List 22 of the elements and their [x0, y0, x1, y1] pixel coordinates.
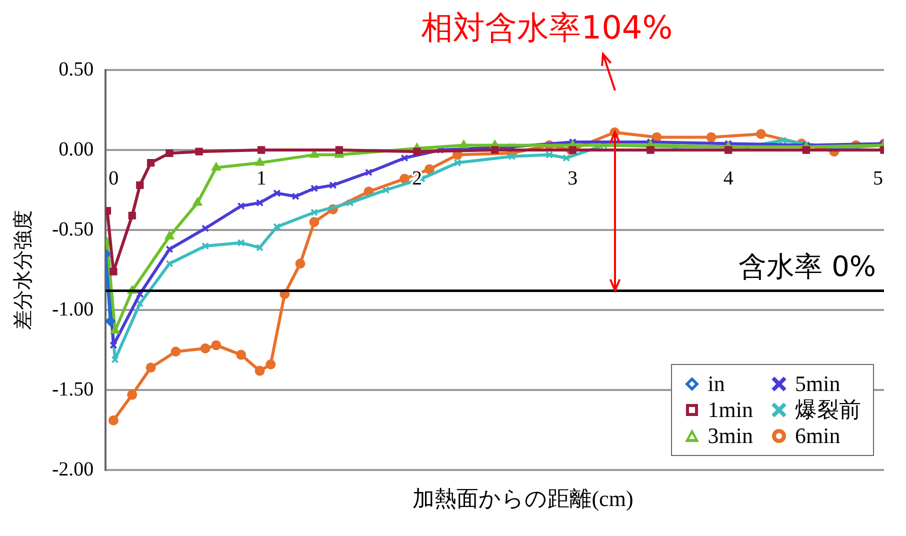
- ref-line-label: 含水率 0%: [738, 250, 876, 284]
- y-tick-label: -0.50: [52, 218, 94, 240]
- legend-label: 6min: [795, 423, 840, 449]
- x-tick-label: 0: [108, 167, 119, 190]
- x-tick-label: 2: [412, 167, 422, 190]
- y-tick-label: 0.50: [58, 58, 94, 80]
- x-tick-label: 1: [256, 167, 266, 190]
- legend-label: 3min: [708, 423, 753, 449]
- legend-label: 5min: [795, 371, 840, 397]
- annotation: 相対含水率104%: [421, 8, 673, 46]
- legend-label: 1min: [708, 397, 753, 423]
- x-tick-label: 4: [723, 167, 734, 190]
- y-tick-label: -2.00: [52, 458, 94, 480]
- x-tick-label: 5: [873, 167, 883, 190]
- y-tick-label: -1.00: [52, 298, 94, 320]
- legend-label: in: [708, 371, 725, 397]
- legend-label: 爆裂前: [795, 397, 861, 423]
- y-tick-label: -1.50: [52, 378, 94, 400]
- y-axis-title: 差分水分強度: [12, 210, 34, 330]
- x-tick-label: 3: [568, 167, 578, 190]
- y-tick-label: 0.00: [58, 138, 94, 160]
- x-axis-title: 加熱面からの距離(cm): [412, 485, 634, 513]
